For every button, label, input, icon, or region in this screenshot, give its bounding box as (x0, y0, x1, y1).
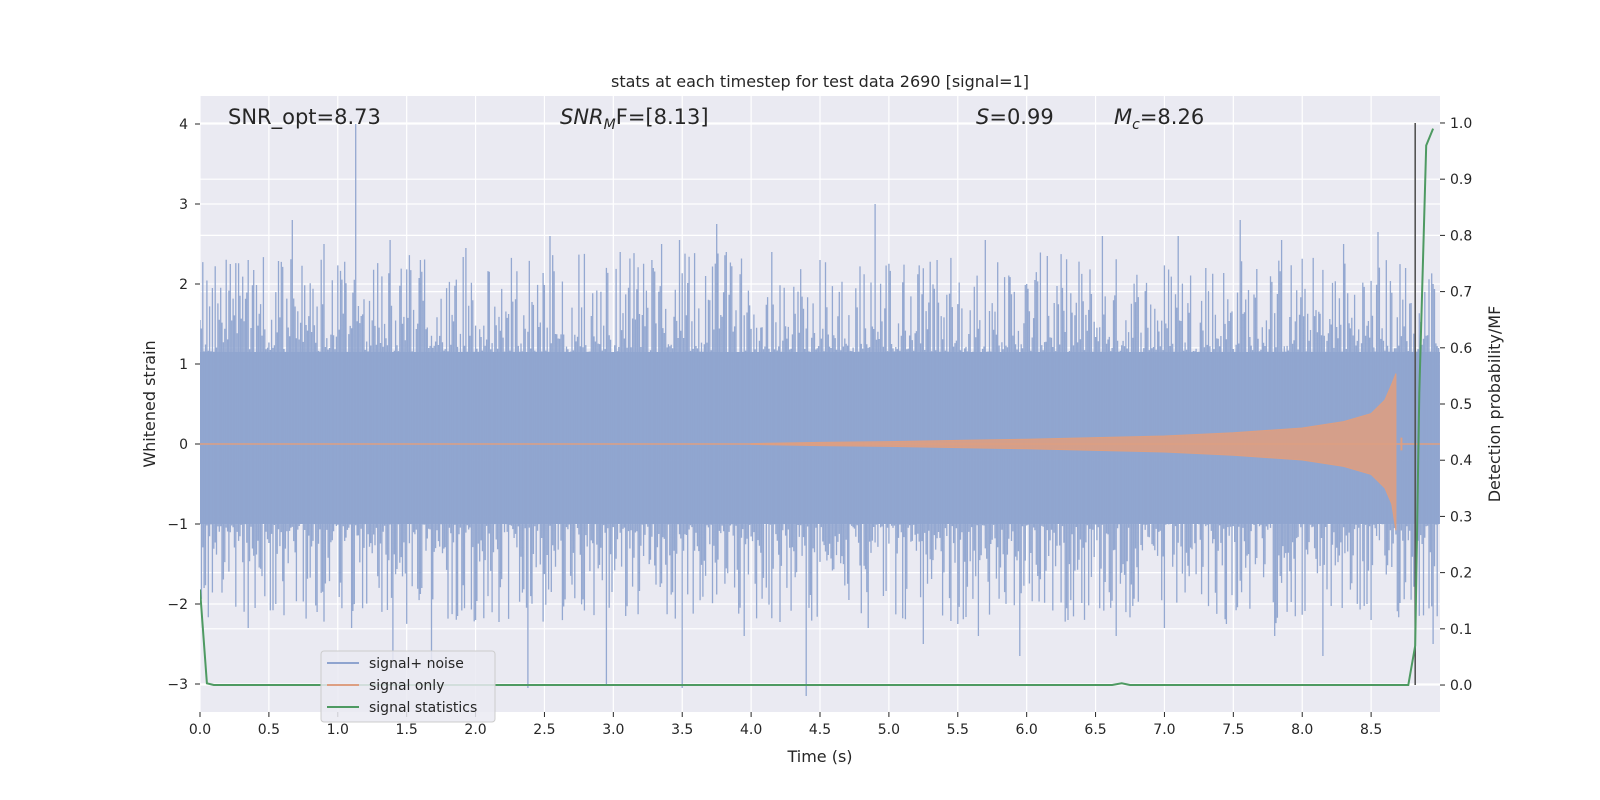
mc-main: M (1114, 105, 1132, 129)
legend: signal+ noise signal only signal statist… (320, 650, 496, 723)
y2-tick-label: 0.5 (1450, 397, 1472, 413)
annotation-mc: Mc=8.26 (1114, 105, 1204, 133)
mc-rest: =8.26 (1140, 105, 1204, 129)
mc-sub: c (1132, 117, 1140, 133)
annotation-snr-opt: SNR_opt=8.73 (228, 105, 381, 130)
x-tick-label: 3.0 (602, 722, 624, 738)
y2-tick-label: 0.6 (1450, 341, 1472, 357)
y2-tick-label: 0.2 (1450, 566, 1472, 582)
x-tick-label: 0.0 (189, 722, 211, 738)
snr-mf-sub: M (604, 117, 616, 133)
y-axis-label: Whitened strain (140, 340, 159, 467)
y-tick-label: −2 (167, 597, 188, 613)
y-tick-label: 0 (179, 437, 188, 453)
annotation-snr-mf: SNRMF=[8.13] (560, 105, 709, 133)
x-tick-label: 8.5 (1360, 722, 1382, 738)
x-tick-label: 8.0 (1291, 722, 1313, 738)
x-tick-label: 1.0 (327, 722, 349, 738)
x-tick-label: 2.0 (464, 722, 486, 738)
y-tick-label: 1 (179, 357, 188, 373)
y-tick-label: −3 (167, 677, 188, 693)
x-tick-label: 6.0 (1016, 722, 1038, 738)
y-tick-label: 4 (179, 117, 188, 133)
x-tick-label: 7.5 (1222, 722, 1244, 738)
s-main: S (976, 105, 989, 129)
legend-box (320, 650, 496, 723)
y2-tick-label: 1.0 (1450, 116, 1472, 132)
legend-label-signal-noise: signal+ noise (369, 656, 464, 672)
x-tick-label: 6.5 (1084, 722, 1106, 738)
chart-title: stats at each timestep for test data 269… (611, 72, 1029, 91)
y2-tick-label: 0.4 (1450, 453, 1472, 469)
snr-mf-rest: F=[8.13] (616, 105, 709, 129)
y2-tick-label: 0.0 (1450, 678, 1472, 694)
snr-mf-main: SNR (560, 105, 604, 129)
y2-tick-label: 0.9 (1450, 172, 1472, 188)
y-tick-label: 3 (179, 197, 188, 213)
legend-label-signal-only: signal only (369, 678, 444, 694)
y2-tick-label: 0.8 (1450, 228, 1472, 244)
y2-axis-label: Detection probability/MF (1485, 306, 1504, 503)
axes: 0.0 0.5 1.0 1.5 2.0 2.5 3.0 3.5 4.0 4.5 5.0 5.5 6.0 6… (167, 116, 1472, 738)
y-tick-label: 2 (179, 277, 188, 293)
y2-tick-label: 0.3 (1450, 509, 1472, 525)
x-tick-label: 2.5 (533, 722, 555, 738)
x-tick-label: 5.5 (947, 722, 969, 738)
series-signal-only (200, 373, 1440, 531)
y-tick-label: −1 (167, 517, 188, 533)
x-axis-label: Time (s) (786, 747, 852, 766)
x-tick-label: 5.0 (878, 722, 900, 738)
series-signal-statistics (200, 128, 1435, 686)
legend-label-signal-statistics: signal statistics (369, 700, 477, 716)
x-tick-label: 4.0 (740, 722, 762, 738)
s-rest: =0.99 (989, 105, 1053, 129)
x-tick-label: 3.5 (671, 722, 693, 738)
signal-only-chirp (750, 373, 1397, 531)
series-layer (200, 122, 1440, 696)
x-tick-label: 4.5 (809, 722, 831, 738)
x-tick-label: 1.5 (396, 722, 418, 738)
x-tick-label: 0.5 (258, 722, 280, 738)
annotation-s: S=0.99 (976, 105, 1054, 129)
y2-tick-label: 0.7 (1450, 285, 1472, 301)
y2-tick-label: 0.1 (1450, 622, 1472, 638)
x-tick-label: 7.0 (1153, 722, 1175, 738)
